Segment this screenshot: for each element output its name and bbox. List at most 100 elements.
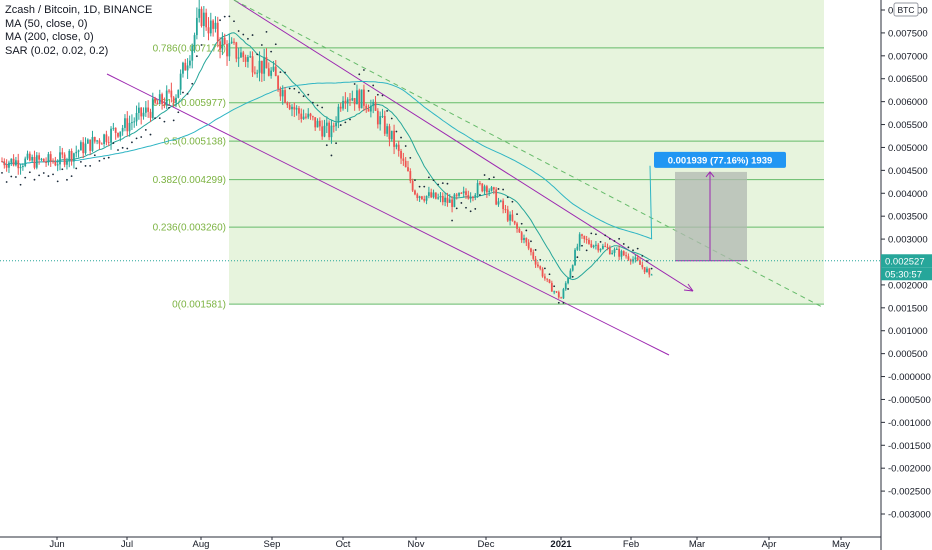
price-tick-label: -0.001000: [888, 418, 931, 429]
candle-body: [516, 223, 518, 229]
candle-body: [618, 248, 621, 257]
candle-body: [557, 292, 560, 298]
candle-body: [402, 158, 405, 161]
candle-body: [158, 94, 161, 105]
sar-dot: [497, 188, 500, 190]
candle-body: [110, 128, 112, 143]
sar-dot: [112, 142, 115, 144]
time-tick-label: Jul: [121, 539, 133, 550]
price-tick-label: -0.001500: [888, 441, 931, 452]
sar-dot: [182, 91, 184, 94]
sar-dot: [576, 256, 579, 259]
candle-body: [221, 37, 224, 50]
sar-dot: [455, 207, 458, 210]
price-tick-label: 0.007500: [888, 28, 928, 39]
time-tick-label: Mar: [689, 539, 705, 550]
candle-body: [604, 245, 607, 247]
candle-body: [560, 297, 563, 299]
candle-body: [481, 183, 484, 192]
price-tick-label: 0.001000: [888, 326, 928, 337]
candle-body: [172, 97, 175, 103]
currency-badge-box[interactable]: [893, 2, 919, 17]
candle-body: [112, 127, 115, 129]
channel-lower-line[interactable]: [106, 73, 670, 356]
candle-body: [416, 194, 419, 198]
candle-body: [237, 57, 240, 59]
current-price-tag[interactable]: [881, 254, 932, 268]
candle-body: [537, 264, 539, 267]
sar-dot: [28, 171, 31, 174]
sar-dot: [441, 182, 444, 185]
candle-body: [35, 155, 38, 168]
sar-dot: [38, 174, 41, 177]
sar-dot: [622, 243, 625, 245]
candle-body: [284, 90, 286, 103]
time-tick-label: Oct: [336, 539, 351, 550]
legend-ma200[interactable]: MA (200, close, 0): [5, 31, 94, 43]
candle-body: [249, 56, 252, 58]
price-tick-label: 0.004500: [888, 166, 928, 177]
sar-dot: [358, 73, 361, 76]
sar-dot: [363, 69, 365, 71]
measure-box[interactable]: [675, 171, 747, 261]
sar-dot: [367, 90, 370, 92]
candle-body: [451, 199, 453, 207]
candle-body: [513, 220, 516, 224]
candle-body: [49, 154, 52, 162]
sar-dot: [24, 176, 27, 179]
countdown-tag[interactable]: [881, 267, 932, 281]
candle-body: [189, 60, 191, 66]
candle-body: [425, 195, 428, 201]
time-axis[interactable]: Jun Jul Aug Sep Oct Nov Dec 2021 Feb Mar Apr May: [0, 536, 881, 550]
candle-body: [367, 108, 370, 112]
channel-upper-line[interactable]: [233, 0, 694, 292]
candle-body: [56, 164, 59, 166]
sar-dot: [437, 183, 440, 186]
legend-title[interactable]: Zcash / Bitcoin, 1D, BINANCE: [5, 4, 153, 16]
sar-dot: [172, 119, 175, 122]
sar-dot: [154, 117, 157, 120]
sar-dot: [5, 181, 8, 183]
currency-badge[interactable]: BTC: [893, 2, 919, 17]
measure-tooltip[interactable]: [654, 151, 786, 168]
candle-body: [260, 60, 263, 74]
sar-dot: [414, 179, 416, 182]
candle-body: [135, 112, 138, 122]
time-tick-label: Feb: [623, 539, 639, 550]
channel-mid-dashed-line[interactable]: [233, 0, 825, 309]
sar-dot: [316, 104, 319, 107]
time-tick-label: Aug: [193, 539, 210, 550]
sar-dot: [219, 19, 221, 22]
measure-arrow-head: [705, 171, 715, 178]
sar-dot: [608, 237, 611, 240]
candle-body: [625, 255, 627, 257]
candle-body: [119, 131, 122, 137]
sar-dot: [344, 121, 347, 124]
candle-body: [472, 197, 474, 199]
legend-ma50[interactable]: MA (50, close, 0): [5, 17, 88, 30]
sar-dot: [186, 92, 189, 95]
candle-body: [12, 158, 15, 166]
sar-dot: [511, 200, 514, 203]
candle-body: [124, 118, 126, 128]
candle-body: [374, 101, 377, 111]
candle-body: [103, 134, 105, 145]
fib-level-label: 0.382(0.004299): [153, 175, 226, 186]
candle-body: [242, 52, 245, 58]
descending-channel[interactable]: [106, 0, 825, 356]
candle-body: [28, 153, 31, 161]
candle-body: [571, 265, 574, 271]
candle-body: [613, 249, 616, 253]
legend-sar[interactable]: SAR (0.02, 0.02, 0.2): [5, 44, 109, 57]
price-range-measure[interactable]: 0.001939 (77.16%) 1939: [654, 151, 786, 262]
candle-body: [184, 62, 187, 71]
candle-body: [54, 161, 57, 166]
candle-body: [365, 105, 368, 109]
candle-body: [105, 134, 108, 143]
sar-dot: [223, 15, 226, 18]
candle-body: [100, 143, 103, 145]
candle-body: [61, 152, 64, 155]
candle-body: [272, 66, 275, 71]
